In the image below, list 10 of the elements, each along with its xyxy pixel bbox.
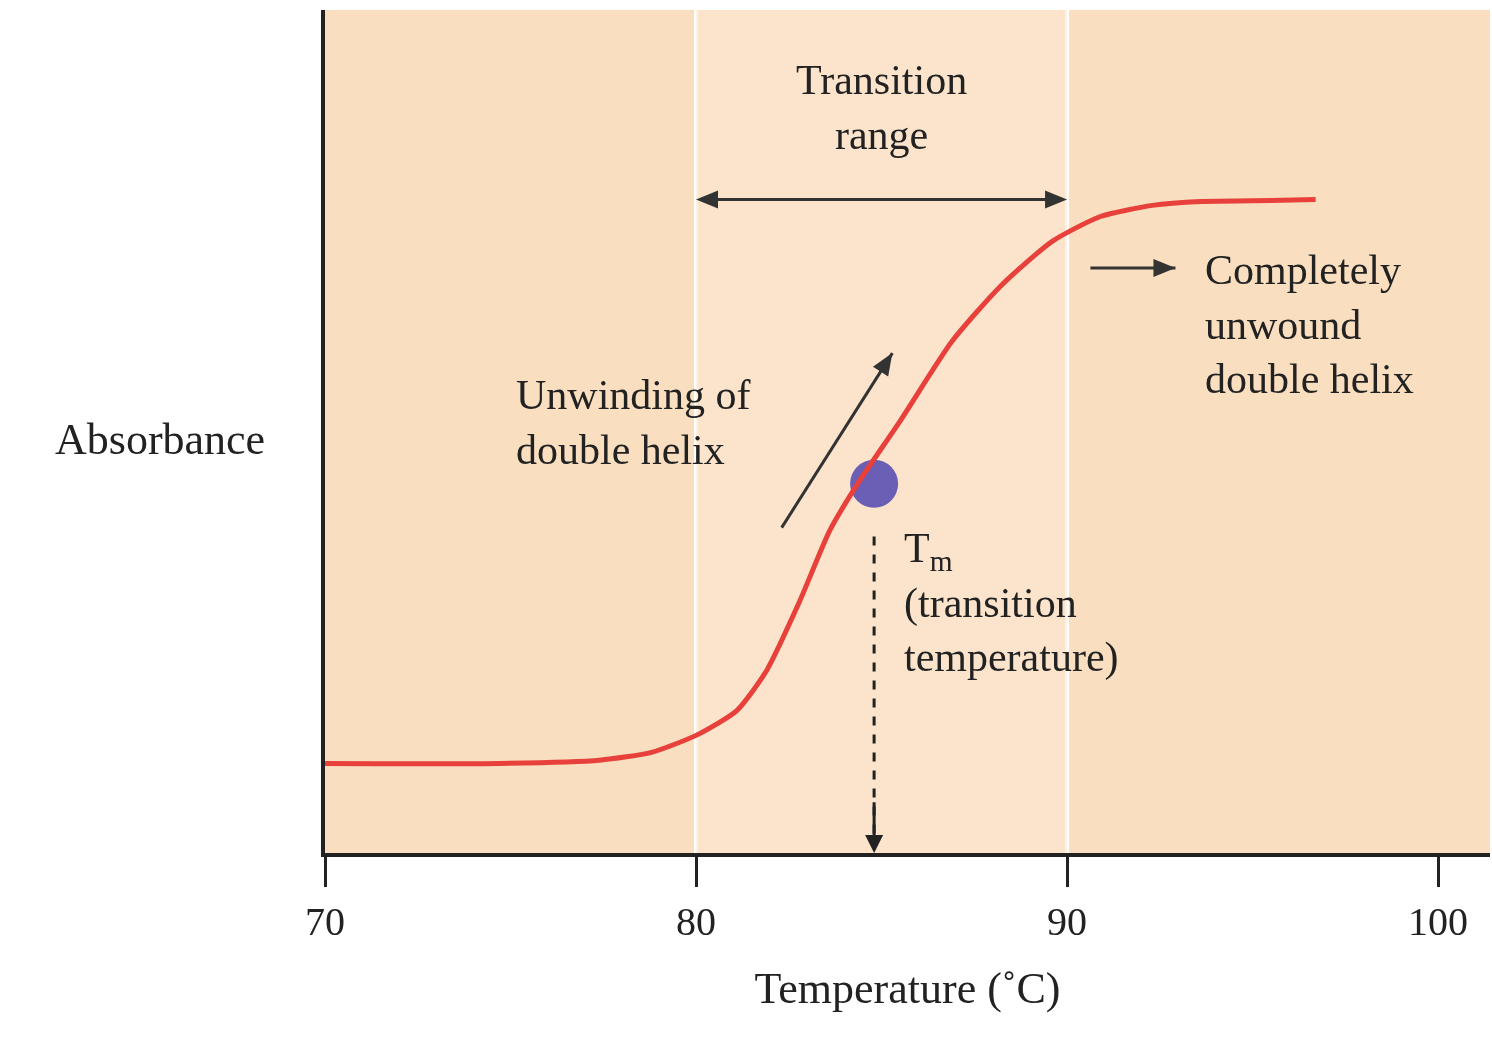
x-tick-label: 90 <box>1047 899 1088 944</box>
band-label: Transition range <box>796 57 968 158</box>
y-axis-title: Absorbance <box>55 415 266 464</box>
annotation: Unwinding of double helix <box>516 372 751 473</box>
x-axis-title: Temperature (˚C) <box>754 963 1061 1013</box>
ref-line-label: T$_{m}$ (transition temperature) <box>904 525 1119 682</box>
x-tick-label: 80 <box>676 899 717 944</box>
x-tick-label: 100 <box>1408 899 1469 944</box>
annotation: Completely unwound double helix <box>1205 247 1414 403</box>
x-tick-label: 70 <box>305 899 345 944</box>
